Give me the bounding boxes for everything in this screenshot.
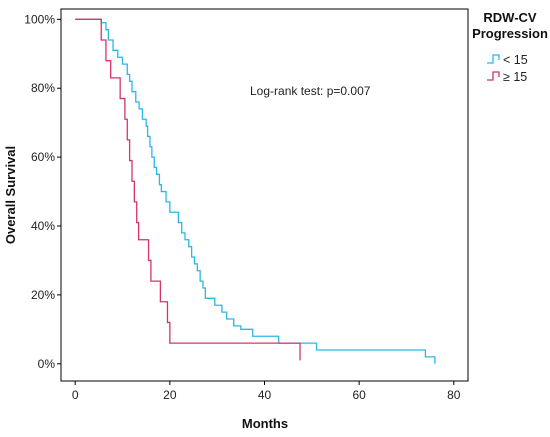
y-axis-title: Overall Survival	[3, 146, 18, 244]
series-line-ge15	[75, 18, 301, 361]
y-tick-label: 0%	[38, 357, 56, 371]
x-tick-label: 40	[258, 388, 272, 402]
x-tick-label: 80	[447, 388, 461, 402]
x-tick-label: 0	[72, 388, 79, 402]
y-tick-label: 40%	[31, 219, 55, 233]
y-axis-ticks: 0% 20% 40% 60% 80% 100%	[24, 12, 61, 371]
legend-swatch	[487, 54, 500, 64]
legend: RDW-CV Progression < 15 ≥ 15	[472, 10, 548, 84]
plot-area	[60, 8, 469, 382]
legend-label: < 15	[503, 53, 528, 67]
x-axis-ticks: 0 20 40 60 80	[72, 381, 461, 402]
y-tick-label: 100%	[24, 12, 55, 26]
legend-swatch	[487, 71, 500, 81]
legend-title-line2: Progression	[472, 26, 548, 41]
legend-label: ≥ 15	[503, 70, 527, 84]
log-rank-annotation: Log-rank test: p=0.007	[250, 84, 371, 98]
x-tick-label: 60	[352, 388, 366, 402]
legend-title-line1: RDW-CV	[483, 10, 537, 25]
y-tick-label: 60%	[31, 150, 55, 164]
series-line-lt15	[75, 18, 436, 364]
x-axis-title: Months	[242, 416, 288, 431]
series-layer	[75, 18, 436, 364]
y-tick-label: 80%	[31, 81, 55, 95]
x-tick-label: 20	[163, 388, 177, 402]
legend-entries: < 15 ≥ 15	[487, 53, 528, 84]
y-tick-label: 20%	[31, 288, 55, 302]
